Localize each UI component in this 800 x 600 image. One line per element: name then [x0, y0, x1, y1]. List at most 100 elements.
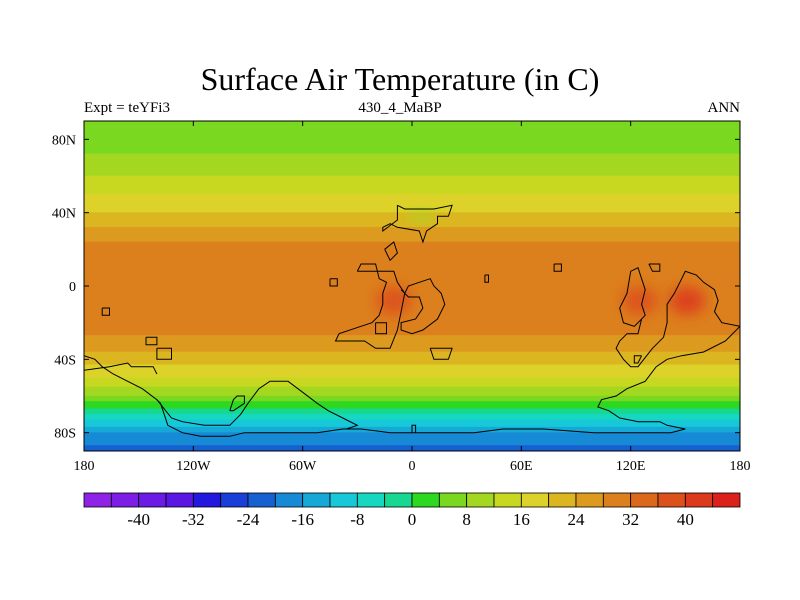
temperature-band — [84, 247, 740, 250]
temperature-band — [84, 355, 740, 358]
temperature-band — [84, 423, 740, 426]
y-tick-label: 80N — [52, 133, 76, 148]
colorbar-swatch — [684, 492, 714, 508]
temperature-band — [84, 443, 740, 446]
temperature-band — [84, 377, 740, 380]
temperature-band — [84, 320, 740, 323]
warm-region — [621, 286, 658, 315]
temperature-band — [84, 236, 740, 239]
temperature-band — [84, 263, 740, 267]
y-tick-label: 40N — [52, 207, 76, 222]
y-tick-label: 40S — [54, 353, 76, 368]
temperature-band — [84, 271, 740, 274]
colorbar-label: 0 — [408, 510, 417, 529]
temperature-band — [84, 278, 740, 281]
coastline — [429, 347, 453, 360]
temperature-band — [84, 234, 740, 237]
colorbar-swatch — [83, 492, 112, 508]
temperature-band — [84, 184, 740, 188]
cold-region — [407, 211, 436, 222]
coastline — [400, 278, 446, 335]
temperature-band — [84, 311, 740, 314]
temperature-band — [84, 412, 740, 415]
colorbar-label: -40 — [127, 510, 150, 529]
temperature-band — [84, 373, 740, 377]
temperature-band — [84, 135, 740, 138]
coastline — [84, 325, 740, 437]
temperature-band — [84, 227, 740, 230]
x-tick-label: 60W — [289, 459, 317, 474]
temperature-band — [84, 272, 740, 276]
temperature-band — [84, 190, 740, 193]
temperature-band — [84, 322, 740, 325]
temperature-band — [84, 269, 740, 272]
temperature-band — [84, 346, 740, 349]
temperature-band — [84, 359, 740, 362]
temperature-band — [84, 243, 740, 246]
temperature-band — [84, 329, 740, 333]
temperature-band — [84, 370, 740, 373]
colorbar-swatch — [165, 492, 194, 508]
temperature-band — [84, 333, 740, 336]
season-label: ANN — [707, 100, 741, 116]
temperature-band — [84, 324, 740, 327]
temperature-band — [84, 175, 740, 179]
temperature-band — [84, 351, 740, 355]
temperature-band — [84, 368, 740, 371]
period-label: 430_4_MaBP — [358, 100, 442, 116]
temperature-band — [84, 126, 740, 129]
temperature-band — [84, 186, 740, 190]
temperature-band — [84, 192, 740, 195]
temperature-band — [84, 267, 740, 270]
temperature-band — [84, 148, 740, 151]
latitude-axis: 80N 40N 0 40S 80S — [52, 133, 740, 442]
temperature-band — [84, 232, 740, 235]
temperature-band — [84, 197, 740, 201]
coastline — [156, 347, 172, 360]
temperature-band — [84, 254, 740, 257]
temperature-band — [84, 408, 740, 411]
temperature-field — [84, 121, 740, 451]
temperature-band — [84, 344, 740, 347]
temperature-band — [84, 258, 740, 261]
colorbar-swatch — [712, 492, 741, 508]
temperature-band — [84, 434, 740, 437]
temperature-band — [84, 208, 740, 212]
coastline — [384, 241, 398, 262]
coastline — [145, 336, 158, 346]
temperature-band — [84, 172, 740, 175]
temperature-band — [84, 305, 740, 309]
temperature-band — [84, 309, 740, 312]
temperature-band — [84, 388, 740, 391]
temperature-band — [84, 316, 740, 320]
x-tick-label: 0 — [409, 459, 416, 474]
temperature-band — [84, 265, 740, 268]
temperature-band — [84, 364, 740, 367]
colorbar-label: 16 — [513, 510, 530, 529]
temperature-band — [84, 287, 740, 290]
temperature-band — [84, 206, 740, 210]
temperature-band — [84, 390, 740, 393]
colorbar-label: -32 — [182, 510, 205, 529]
colorbar-swatch — [247, 492, 276, 508]
coastline — [84, 362, 158, 375]
colorbar-swatch — [630, 492, 659, 508]
temperature-band — [84, 371, 740, 375]
temperature-band — [84, 291, 740, 294]
temperature-band — [84, 238, 740, 241]
coastline — [411, 424, 417, 433]
temperature-band — [84, 337, 740, 340]
coastline — [156, 380, 359, 430]
coastline — [382, 204, 453, 244]
temperature-band — [84, 241, 740, 245]
temperature-band — [84, 137, 740, 140]
temperature-band — [84, 417, 740, 421]
temperature-band — [84, 302, 740, 305]
temperature-band — [84, 219, 740, 223]
temperature-band — [84, 183, 740, 186]
temperature-band — [84, 432, 740, 435]
temperature-band — [84, 366, 740, 369]
temperature-band — [84, 139, 740, 142]
temperature-band — [84, 304, 740, 307]
